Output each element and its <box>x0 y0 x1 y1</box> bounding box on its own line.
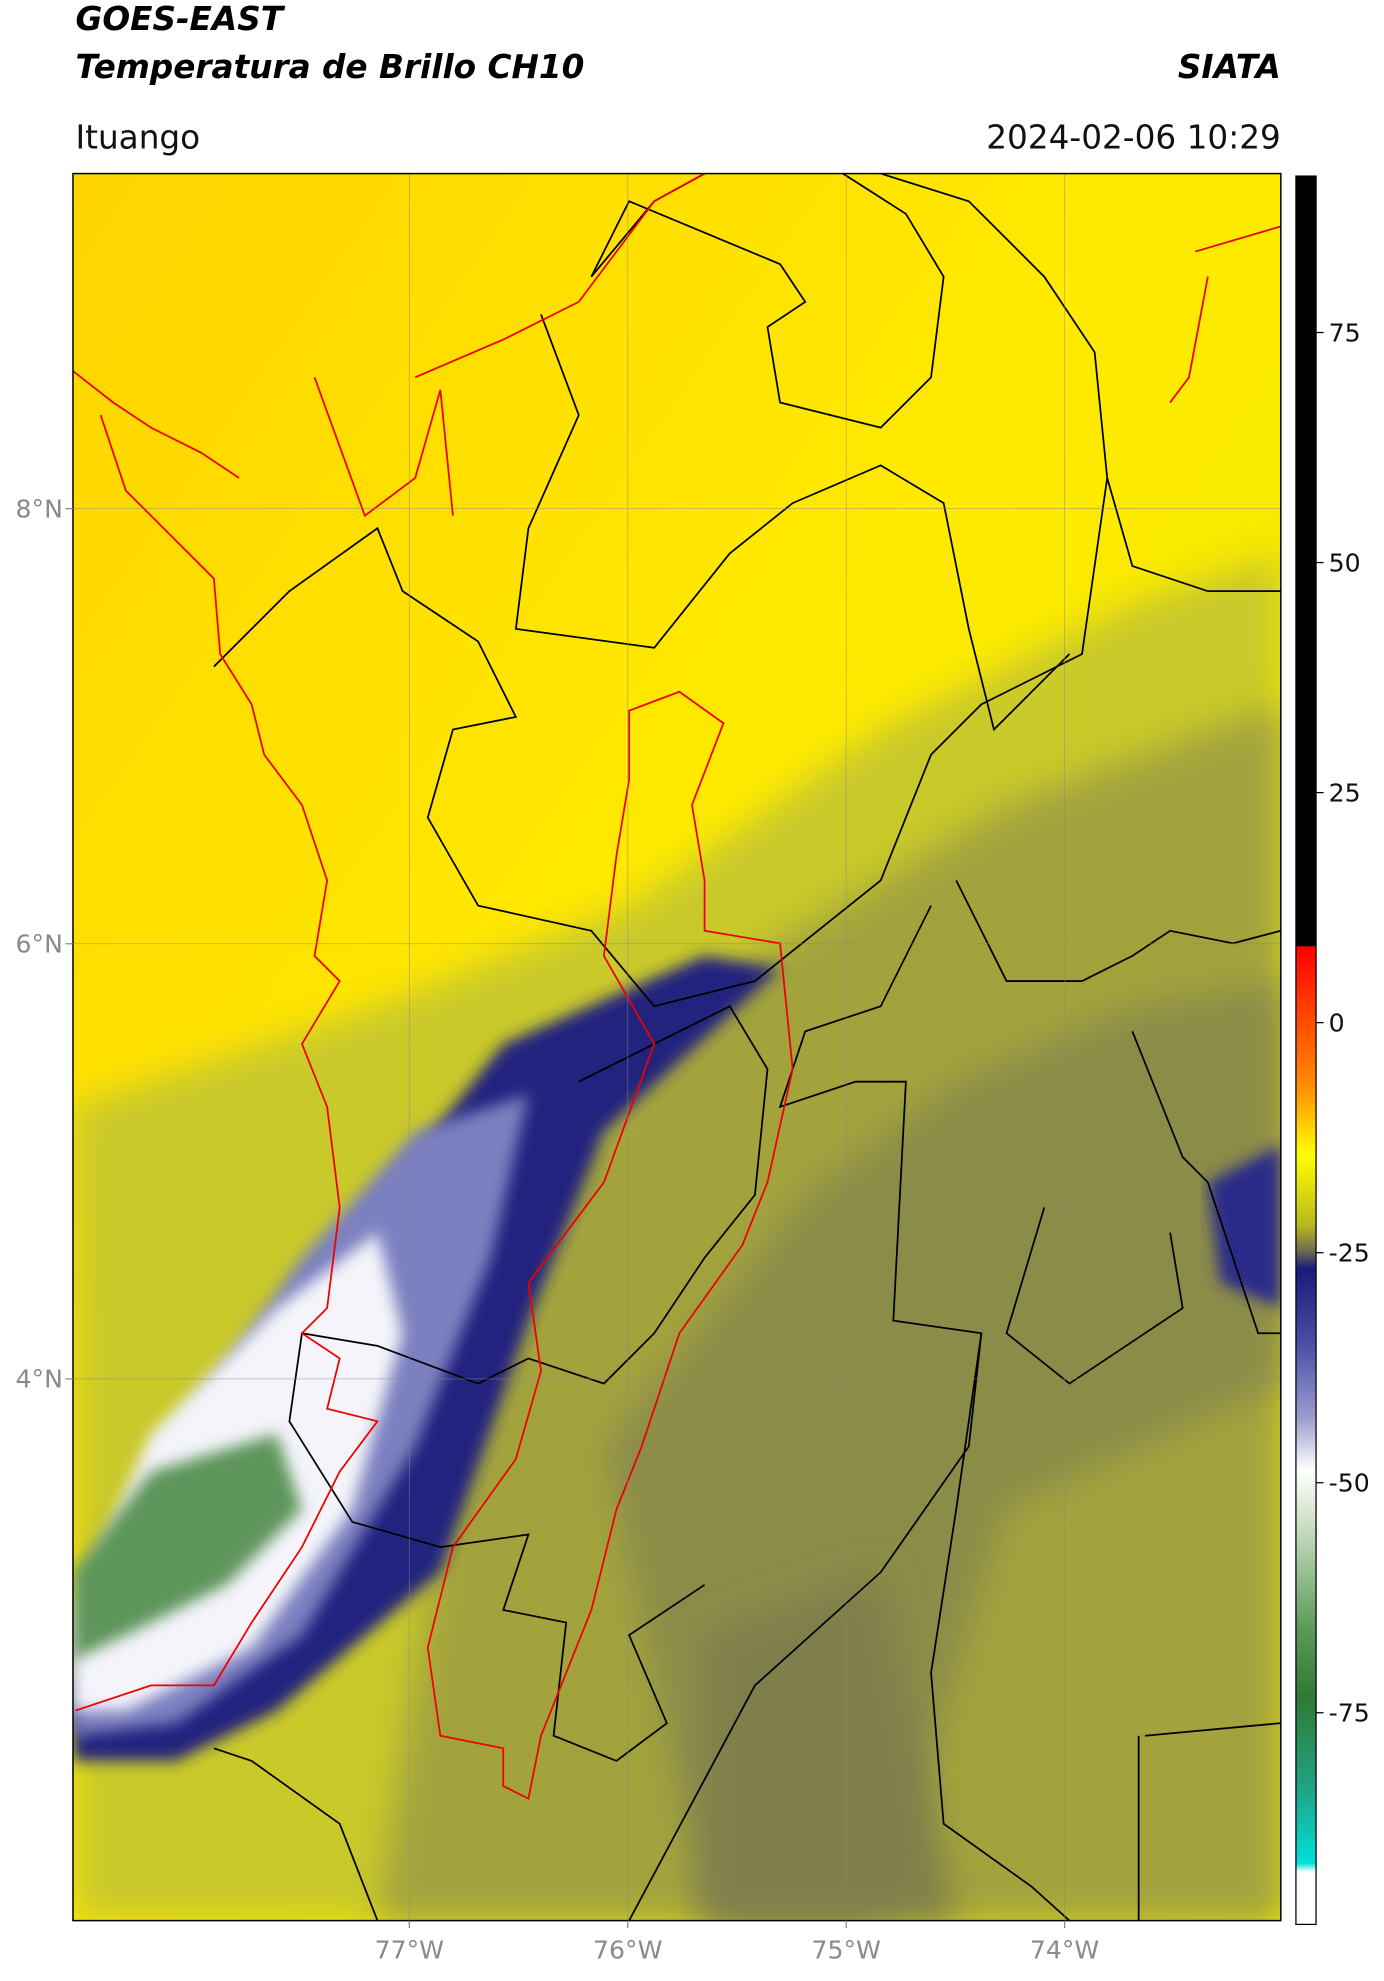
colorbar-tick-label: -50 <box>1329 1469 1370 1498</box>
border <box>301 1005 769 1385</box>
basin-outline <box>426 690 794 1800</box>
gray-region <box>704 1572 957 1921</box>
border <box>1005 1207 1184 1385</box>
cloud-green <box>72 1433 302 1661</box>
y-tick-label: 4°N <box>16 1365 63 1394</box>
subtitle: Temperatura de Brillo CH10 <box>75 48 584 86</box>
y-tick-label: 8°N <box>16 494 63 523</box>
border <box>628 905 983 1921</box>
coast <box>1169 225 1281 404</box>
colorbar-tick-label: -75 <box>1329 1699 1370 1728</box>
border <box>930 1333 1071 1921</box>
border <box>955 880 1281 982</box>
colorbar-tick-label: 75 <box>1329 318 1361 347</box>
graticule <box>72 173 1281 1921</box>
border <box>590 173 945 429</box>
x-tick-label: 75°W <box>811 1935 881 1964</box>
satellite-image <box>72 173 1281 1921</box>
colorbar-tick-label: -25 <box>1329 1238 1370 1267</box>
border <box>288 1333 706 1762</box>
datetime: 2024-02-06 10:29 <box>986 118 1281 156</box>
border <box>1137 1722 1281 1921</box>
colorbar <box>1295 175 1317 1926</box>
location: Ituango <box>75 118 200 156</box>
admin-borders <box>213 173 1281 1921</box>
x-tick-label: 74°W <box>1030 1935 1100 1964</box>
y-tick-label: 6°N <box>16 930 63 959</box>
cloud-navy <box>1207 1144 1281 1309</box>
x-tick-label: 76°W <box>593 1935 663 1964</box>
border <box>1131 1031 1281 1335</box>
border <box>1106 477 1281 593</box>
coast <box>72 370 379 1712</box>
map-frame <box>72 172 1282 1922</box>
border <box>213 1747 379 1921</box>
title: GOES-EAST <box>75 0 285 38</box>
border <box>514 314 1071 732</box>
border <box>213 173 1109 1008</box>
colorbar-tick-label: 0 <box>1329 1008 1345 1037</box>
brand: SIATA <box>1178 48 1281 86</box>
colorbar-tick-label: 25 <box>1329 778 1361 807</box>
colorbar-tick-label: 50 <box>1329 548 1361 577</box>
coast <box>313 173 706 518</box>
coastline <box>72 173 1281 1712</box>
x-tick-label: 77°W <box>375 1935 445 1964</box>
